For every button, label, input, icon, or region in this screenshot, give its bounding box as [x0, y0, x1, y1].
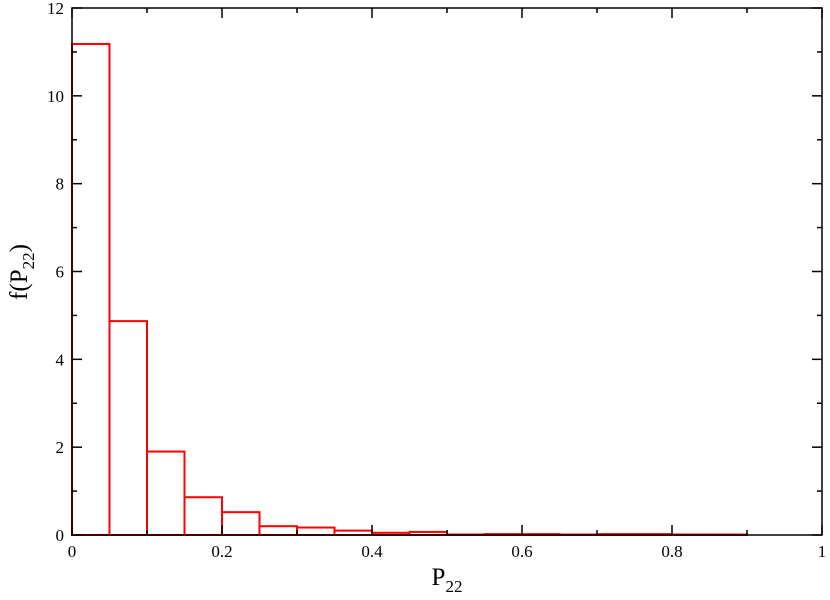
y-tick-label: 0 [56, 526, 65, 545]
x-label-base: P [432, 564, 446, 591]
x-tick-label: 0.2 [211, 542, 232, 561]
bar [108, 320, 148, 536]
x-label-subscript: 22 [445, 577, 462, 596]
y-axis-label: f(P22) [6, 244, 38, 300]
x-tick-label: 1 [818, 542, 827, 561]
x-tick-label: 0.8 [661, 542, 682, 561]
bar [296, 526, 336, 537]
x-tick-label: 0.4 [361, 542, 383, 561]
bar [183, 496, 223, 536]
bar [146, 450, 186, 536]
y-tick-label: 12 [47, 0, 64, 18]
y-tick-label: 2 [56, 438, 65, 457]
y-label-end: ) [6, 244, 33, 252]
bar [71, 43, 111, 537]
bar [258, 525, 298, 537]
x-axis-label: P22 [432, 564, 463, 596]
y-tick-label: 4 [56, 350, 65, 369]
x-tick-label: 0.6 [511, 542, 532, 561]
x-tick-label: 0 [68, 542, 77, 561]
bar [221, 511, 261, 536]
y-tick-label: 10 [47, 87, 64, 106]
y-tick-label: 6 [56, 263, 65, 282]
y-label-base: f(P [6, 269, 33, 300]
y-tick-label: 8 [56, 175, 65, 194]
y-label-subscript: 22 [19, 252, 38, 269]
